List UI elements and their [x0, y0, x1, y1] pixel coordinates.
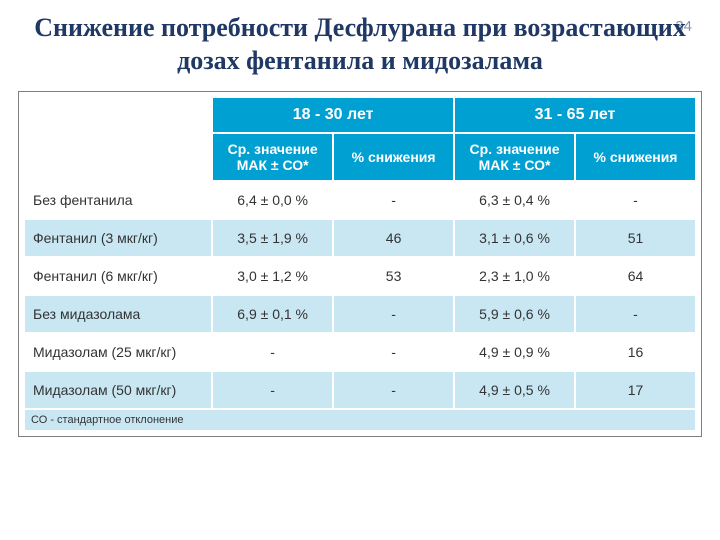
cell: -	[333, 371, 454, 409]
cell: 17	[575, 371, 696, 409]
header-group-0: 18 - 30 лет	[212, 97, 454, 133]
table-container: 18 - 30 лет 31 - 65 лет Ср. значение МАК…	[18, 91, 702, 437]
slide-title: Снижение потребности Десфлурана при возр…	[18, 12, 702, 77]
cell: -	[333, 295, 454, 333]
table-footnote: СО - стандартное отклонение	[24, 409, 696, 431]
cell: 4,9 ± 0,9 %	[454, 333, 575, 371]
row-label: Мидазолам (25 мкг/кг)	[24, 333, 212, 371]
cell: -	[212, 333, 333, 371]
table-header: 18 - 30 лет 31 - 65 лет Ср. значение МАК…	[24, 97, 696, 181]
header-sub-3: % снижения	[575, 133, 696, 181]
table-row: Фентанил (6 мкг/кг)3,0 ± 1,2 %532,3 ± 1,…	[24, 257, 696, 295]
row-label: Без фентанила	[24, 181, 212, 219]
table-body: Без фентанила6,4 ± 0,0 %-6,3 ± 0,4 %-Фен…	[24, 181, 696, 409]
cell: 6,3 ± 0,4 %	[454, 181, 575, 219]
header-sub-1: % снижения	[333, 133, 454, 181]
cell: 64	[575, 257, 696, 295]
cell: 6,9 ± 0,1 %	[212, 295, 333, 333]
cell: 4,9 ± 0,5 %	[454, 371, 575, 409]
cell: 3,0 ± 1,2 %	[212, 257, 333, 295]
table-row: Без фентанила6,4 ± 0,0 %-6,3 ± 0,4 %-	[24, 181, 696, 219]
header-blank	[24, 97, 212, 181]
cell: -	[575, 295, 696, 333]
cell: -	[333, 333, 454, 371]
row-label: Без мидазолама	[24, 295, 212, 333]
cell: 46	[333, 219, 454, 257]
table-row: Фентанил (3 мкг/кг)3,5 ± 1,9 %463,1 ± 0,…	[24, 219, 696, 257]
cell: -	[212, 371, 333, 409]
cell: 6,4 ± 0,0 %	[212, 181, 333, 219]
cell: 3,1 ± 0,6 %	[454, 219, 575, 257]
header-row-groups: 18 - 30 лет 31 - 65 лет	[24, 97, 696, 133]
cell: 5,9 ± 0,6 %	[454, 295, 575, 333]
row-label: Мидазолам (50 мкг/кг)	[24, 371, 212, 409]
header-sub-0: Ср. значение МАК ± СО*	[212, 133, 333, 181]
table-row: Мидазолам (50 мкг/кг)--4,9 ± 0,5 %17	[24, 371, 696, 409]
cell: 3,5 ± 1,9 %	[212, 219, 333, 257]
data-table: 18 - 30 лет 31 - 65 лет Ср. значение МАК…	[23, 96, 697, 432]
cell: -	[575, 181, 696, 219]
header-sub-2: Ср. значение МАК ± СО*	[454, 133, 575, 181]
table-row: Без мидазолама6,9 ± 0,1 %-5,9 ± 0,6 %-	[24, 295, 696, 333]
table-footnote-row: СО - стандартное отклонение	[24, 409, 696, 431]
header-group-1: 31 - 65 лет	[454, 97, 696, 133]
table-row: Мидазолам (25 мкг/кг)--4,9 ± 0,9 %16	[24, 333, 696, 371]
slide: 34 Снижение потребности Десфлурана при в…	[0, 0, 720, 540]
cell: 16	[575, 333, 696, 371]
cell: 2,3 ± 1,0 %	[454, 257, 575, 295]
row-label: Фентанил (6 мкг/кг)	[24, 257, 212, 295]
page-number: 34	[675, 18, 692, 35]
cell: -	[333, 181, 454, 219]
row-label: Фентанил (3 мкг/кг)	[24, 219, 212, 257]
cell: 51	[575, 219, 696, 257]
cell: 53	[333, 257, 454, 295]
